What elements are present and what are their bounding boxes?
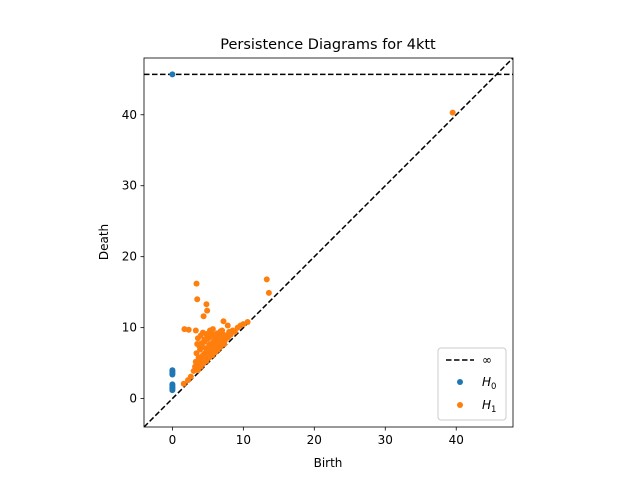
y-tick-label: 10 bbox=[122, 321, 137, 335]
h1-point bbox=[210, 340, 217, 347]
chart-title: Persistence Diagrams for 4ktt bbox=[220, 37, 436, 53]
h1-point bbox=[204, 333, 211, 340]
h1-point bbox=[204, 307, 211, 314]
h1-point bbox=[219, 327, 226, 334]
h1-point bbox=[220, 318, 227, 325]
legend: ∞ H0 H1 bbox=[437, 347, 507, 421]
y-tick-label: 40 bbox=[122, 108, 137, 122]
h1-point bbox=[200, 313, 207, 320]
y-axis-label: Death bbox=[97, 224, 111, 260]
h0-point bbox=[169, 387, 176, 394]
h1-point bbox=[194, 364, 201, 371]
diagonal-line bbox=[144, 58, 513, 427]
x-tick-label: 30 bbox=[378, 433, 393, 447]
x-tick-label: 20 bbox=[307, 433, 322, 447]
x-axis-label: Birth bbox=[314, 456, 343, 470]
h1-point bbox=[265, 289, 272, 296]
h1-point bbox=[231, 328, 238, 335]
h1-point bbox=[263, 276, 270, 283]
h1-point bbox=[187, 373, 194, 380]
y-tick-label: 30 bbox=[122, 179, 137, 193]
h1-point bbox=[240, 321, 247, 328]
h1-point bbox=[224, 322, 231, 329]
h1-point bbox=[194, 296, 201, 303]
x-axis-ticks: 0 10 20 30 40 bbox=[169, 427, 464, 447]
h1-point bbox=[449, 109, 456, 116]
h0-point bbox=[169, 71, 176, 78]
legend-infinity-label: ∞ bbox=[482, 353, 492, 367]
h1-point bbox=[193, 280, 200, 287]
h1-point bbox=[208, 345, 215, 352]
x-tick-label: 40 bbox=[449, 433, 464, 447]
x-tick-label: 10 bbox=[236, 433, 251, 447]
x-tick-label: 0 bbox=[169, 433, 177, 447]
h1-point bbox=[203, 301, 210, 308]
h1-point bbox=[196, 343, 203, 350]
h1-point bbox=[209, 326, 216, 333]
y-tick-label: 0 bbox=[129, 392, 137, 406]
legend-h1-marker bbox=[457, 402, 463, 408]
h1-point bbox=[180, 380, 187, 387]
h1-point bbox=[185, 326, 192, 333]
legend-h0-marker bbox=[457, 379, 463, 385]
reference-lines bbox=[144, 58, 513, 427]
y-axis-ticks: 0 10 20 30 40 bbox=[122, 108, 144, 406]
h1-point bbox=[192, 327, 199, 334]
h0-point bbox=[169, 371, 176, 378]
data-points bbox=[169, 71, 456, 394]
h1-point bbox=[221, 340, 228, 347]
legend-box bbox=[437, 347, 507, 421]
y-tick-label: 20 bbox=[122, 250, 137, 264]
plot-frame bbox=[143, 57, 514, 428]
